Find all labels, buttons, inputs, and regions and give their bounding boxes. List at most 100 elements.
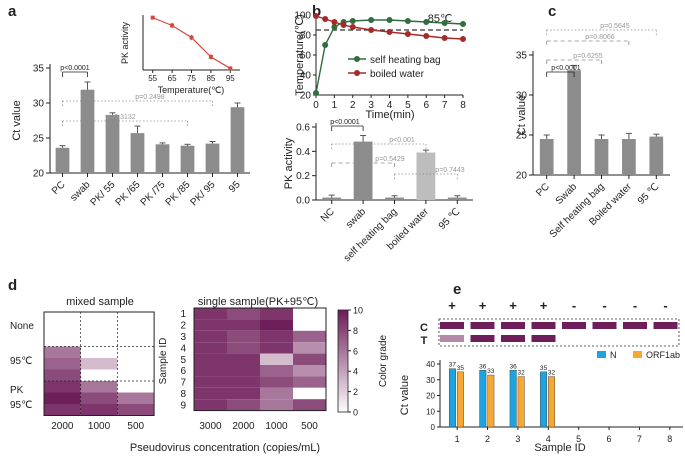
e-legend-label: N [610,350,617,360]
d-mixed-row-label: None [10,321,34,332]
b-bottom-category-label: 95 ℃ [437,206,463,232]
b-bottom-bar [416,152,436,200]
e-category-label: 8 [667,434,672,444]
e-test-line [440,335,464,342]
e-data-label: 32 [518,370,526,377]
b-top-point [441,20,448,26]
panel-label-d: d [8,277,17,294]
e-control-line [592,322,617,329]
e-y-tick-label: 0 [431,423,436,432]
a-category-label: PK /65 [114,179,143,208]
d-single-cell [194,342,227,354]
colorbar-segment [338,325,348,329]
d-single-cell [194,330,227,343]
c-sig-label: p=0.5645 [600,23,629,30]
e-control-line [562,322,586,329]
d-single-cell [293,376,326,388]
b-bottom-bar [322,197,342,200]
b-top-point [368,17,375,23]
b-top-point [349,18,356,24]
e-bar [448,368,456,428]
e-legend-swatch [633,351,642,358]
e-category-label: 1 [455,434,460,444]
e-category-label: 7 [637,434,642,444]
colorbar-segment [338,338,348,342]
b-bottom-y-tick-label: 0.0 [296,196,310,207]
e-bar [487,374,495,428]
a-category-label: PC [50,179,68,197]
e-bar [479,370,487,428]
e-data-label: 36 [510,363,518,370]
colorbar-segment [338,312,348,316]
e-data-label: 35 [457,365,465,372]
d-mixed-cell [44,346,81,358]
a-bar [180,145,195,173]
e-control-line [531,322,556,329]
b-top-y-tick-label: 60 [300,51,312,62]
colorbar-tick-label: 8 [353,326,358,336]
e-data-label: 32 [548,370,556,377]
e-bar [456,371,464,428]
a-bar [155,144,170,173]
b-top-x-tick-label: 6 [423,100,429,111]
inset-x-tick-label: 75 [187,74,196,83]
colorbar-segment [338,330,348,334]
d-single-cell [194,319,227,331]
d-single-frame [193,307,327,412]
e-category-label: 3 [515,434,520,444]
d-mixed-cell [80,392,118,404]
b-top-point [423,19,430,25]
b-top-legend-marker [354,56,360,62]
colorbar-segment [338,381,348,385]
b-top-point [423,33,430,39]
e-result-sign: + [509,298,517,313]
colorbar-segment [338,363,348,367]
e-control-line [623,322,647,329]
b-top-legend-label: boiled water [370,69,425,80]
colorbar-segment [338,317,348,321]
a-y-tick-label: 25 [33,134,45,145]
colorbar-segment [338,399,348,403]
e-category-label: 4 [546,434,551,444]
d-single-col-label: 1000 [265,421,288,432]
e-test-line [593,335,617,342]
b-bottom-category-label: NC [319,206,337,224]
colorbar-segment [338,376,348,380]
d-single-row-label: 3 [180,332,186,343]
d-x-label: Pseudovirus concentration (copies/mL) [130,442,320,454]
a-bar [105,114,120,173]
a-y-label: Ct value [11,100,23,140]
b-top-point [322,42,329,48]
a-bar [205,143,220,173]
colorbar-tick-label: 6 [353,346,358,356]
b-top-y-tick-label: 80 [300,31,312,42]
d-mixed-cell [80,335,118,347]
colorbar-segment [338,396,348,400]
b-bottom-sig-label: p<0.0001 [330,119,359,126]
d-single-cell [194,353,227,365]
d-single-row-label: 2 [180,321,186,332]
d-mixed-col-label: 500 [127,421,144,432]
e-result-sign: + [479,298,487,313]
e-y-tick-label: 20 [426,392,435,401]
e-x-label: Sample ID [534,442,585,454]
b-top-point [441,35,448,41]
e-y-tick-label: 30 [426,376,435,385]
a-category-label: PK /75 [139,179,168,208]
d-single-cell [293,365,326,377]
colorbar-segment [338,389,348,393]
d-single-col-label: 500 [301,421,318,432]
b-bottom-category-label: swab [344,206,369,231]
a-bar [130,133,145,173]
d-mixed-row-label: 95℃ [10,400,32,411]
colorbar-segment [338,404,348,408]
d-mixed-cell [44,312,81,324]
a-y-tick-label: 35 [33,64,45,75]
c-y-tick-label: 20 [516,171,528,182]
d-single-cell [293,353,326,365]
a-sig-label: p=0.3132 [106,114,135,121]
inset-point [208,54,213,59]
d-mixed-cell [44,369,81,381]
d-mixed-cell [117,323,155,335]
inset-y-label: PK activity [120,21,130,64]
